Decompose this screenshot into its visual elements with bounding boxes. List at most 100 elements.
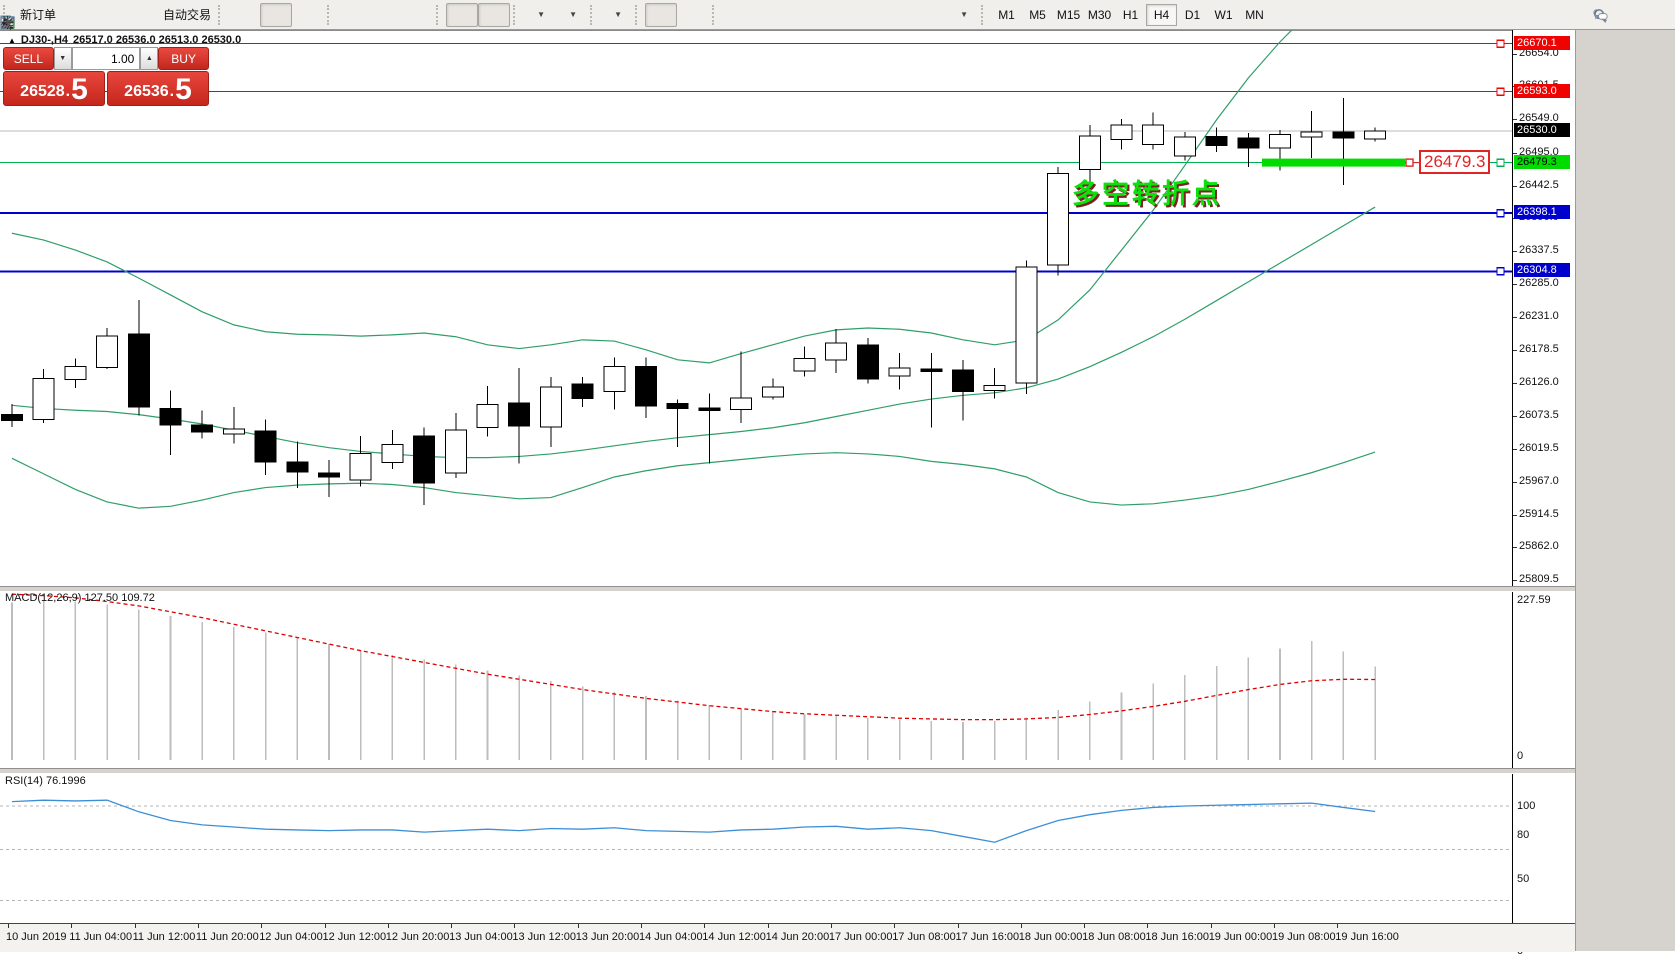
candlestick-button[interactable] [1, 2, 293, 29]
toolbar-grip [327, 4, 334, 25]
tf-h1[interactable]: H1 [1115, 4, 1146, 26]
cursor-button[interactable] [3, 2, 678, 28]
time-axis-tick [704, 924, 706, 928]
tf-h4-label: H4 [1153, 7, 1170, 22]
bar-chart-button[interactable] [0, 3, 260, 27]
tf-mn-label: MN [1245, 7, 1264, 22]
auto-trading-button[interactable]: 自动交易 [0, 3, 215, 30]
text-button[interactable]: A [4, 3, 914, 29]
time-axis-label: 18 Jun 08:00 [1082, 931, 1146, 943]
auto-trading-button-label: 自动交易 [163, 8, 212, 22]
tf-h1-label: H1 [1122, 7, 1139, 22]
rsi-panel [0, 799, 1512, 901]
time-axis-tick [1020, 924, 1022, 928]
toolbar-grip [3, 4, 10, 25]
time-axis-label: 11 Jun 20:00 [195, 931, 259, 943]
time-axis-label: 13 Jun 20:00 [575, 931, 640, 943]
signals-button[interactable] [0, 3, 156, 28]
price-axis-tick: 26442.5 [1513, 179, 1559, 191]
chevron-down-icon[interactable]: ▼ [537, 10, 545, 19]
bid-price-button[interactable]: 26528. 5 [3, 71, 105, 106]
time-axis-tick [1084, 924, 1086, 928]
time-axis-label: 18 Jun 00:00 [1018, 931, 1083, 943]
chart-annotation-text[interactable]: 多空转折点 [1072, 179, 1222, 209]
tf-m30[interactable]: M30 [1084, 4, 1115, 26]
panel-separator[interactable] [0, 586, 1575, 592]
horizontal-line-button[interactable] [0, 3, 786, 27]
time-axis-tick [830, 924, 832, 928]
new-order-button[interactable]: 新订单 [0, 3, 60, 29]
time-axis-label: 17 Jun 08:00 [892, 931, 956, 943]
crosshair-button[interactable] [0, 3, 709, 29]
chevron-down-icon[interactable]: ▼ [614, 10, 622, 19]
price-axis-tick: 25914.5 [1513, 508, 1559, 520]
chart-window[interactable]: 26654.026601.526549.026495.026442.526390… [0, 30, 1675, 957]
chart-symbol-icon: ▲ [8, 35, 16, 45]
tf-d1[interactable]: D1 [1177, 4, 1208, 26]
price-axis[interactable]: 26654.026601.526549.026495.026442.526390… [1512, 30, 1576, 586]
panel-separator[interactable] [0, 768, 1575, 774]
fibonacci-button[interactable]: F [0, 3, 882, 30]
chevron-down-icon[interactable]: ▼ [569, 10, 577, 19]
auto-scroll-button[interactable] [2, 2, 511, 27]
trendline-button[interactable] [1, 3, 818, 28]
volume-input[interactable]: 1.00 [71, 47, 141, 70]
time-axis-tick [134, 924, 136, 928]
history-button[interactable] [0, 3, 92, 29]
tf-m1[interactable]: M1 [991, 4, 1022, 26]
vertical-line-button[interactable] [7, 3, 754, 29]
tf-h4[interactable]: H4 [1146, 3, 1178, 26]
time-axis-label: 12 Jun 20:00 [385, 931, 450, 943]
tf-mn[interactable]: MN [1239, 4, 1270, 26]
time-axis-tick [1274, 924, 1275, 928]
time-axis-label: 17 Jun 16:00 [955, 931, 1020, 943]
svg-text:A: A [4, 17, 13, 29]
templates-button[interactable]: ▼ [0, 3, 632, 28]
price-axis-tick: 26178.5 [1513, 343, 1559, 355]
chart-ohlc-values: 26517.0 26536.0 26513.0 26530.0 [73, 34, 242, 46]
line-chart-button[interactable] [0, 3, 324, 30]
chart-symbol: DJ30-,H4 [20, 34, 68, 46]
time-axis-tick [641, 924, 642, 928]
volume-decrease-button[interactable]: ▼ [53, 47, 72, 70]
tf-m1-label: M1 [998, 7, 1015, 22]
price-line-label: 26304.8 [1514, 263, 1570, 278]
tf-w1-label: W1 [1214, 7, 1233, 22]
price-axis-tick: 25809.5 [1513, 573, 1559, 585]
equidistant-channel-button[interactable]: E [0, 3, 850, 30]
rsi-axis: 1008050150 [1512, 772, 1576, 957]
toolbar-grip [981, 4, 988, 25]
one-click-trade-panel: SELL ▼ 1.00 ▲ BUY 26528. 5 26536. 5 [3, 47, 210, 106]
macd-axis: 227.59 0 [1512, 590, 1576, 768]
tf-m5[interactable]: M5 [1022, 4, 1053, 26]
time-axis-tick [1210, 924, 1212, 928]
time-axis[interactable]: 10 Jun 2019 11 Jun 04:00 11 Jun 12:00 11 Ju… [0, 923, 1575, 952]
periods-button[interactable]: ▼ [1, 3, 587, 29]
price-axis-tick: 26019.5 [1513, 442, 1559, 454]
ask-frac: 5 [175, 73, 192, 107]
toolbar-grip [513, 4, 520, 25]
zoom-in-button[interactable] [1, 3, 369, 29]
rsi-axis-value: 100 [1517, 800, 1536, 812]
price-axis-tick: 26231.0 [1513, 310, 1559, 322]
tf-m15[interactable]: M15 [1053, 4, 1084, 26]
volume-increase-button[interactable]: ▲ [140, 47, 159, 70]
buy-button[interactable]: BUY [158, 47, 210, 70]
indicators-button[interactable]: ▼ [0, 3, 555, 29]
terminal-button[interactable] [0, 3, 124, 28]
arrows-button[interactable]: ▼ [2, 3, 978, 27]
chevron-down-icon[interactable]: ▼ [960, 10, 968, 19]
tile-windows-button[interactable] [0, 3, 433, 29]
time-axis-label: 11 Jun 12:00 [132, 931, 196, 943]
zoom-out-button[interactable] [1, 3, 401, 29]
support-price-label[interactable]: 26479.3 [1419, 150, 1491, 174]
sell-button[interactable]: SELL [3, 47, 54, 70]
text-label-button[interactable]: T [0, 3, 946, 27]
chart-shift-button[interactable] [2, 2, 479, 27]
price-axis-tick: 25862.0 [1513, 540, 1559, 552]
toolbar-grip [590, 4, 597, 25]
ask-price-button[interactable]: 26536. 5 [107, 71, 209, 106]
tf-w1[interactable]: W1 [1208, 4, 1239, 26]
time-axis-label: 13 Jun 04:00 [449, 931, 513, 943]
chat-button[interactable] [1593, 3, 1667, 27]
